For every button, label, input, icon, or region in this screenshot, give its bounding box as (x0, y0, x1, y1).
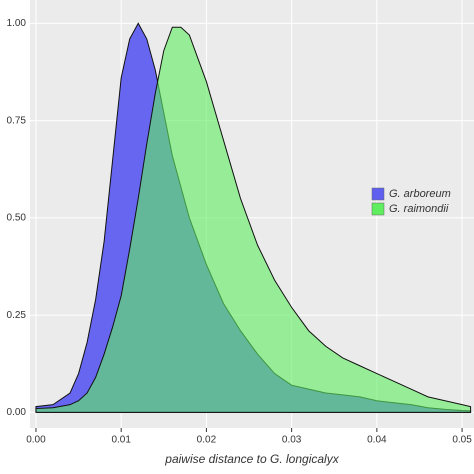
y-tick-label: 0.00 (7, 407, 27, 418)
legend-label: G. arboreum (389, 188, 451, 200)
x-tick-label: 0.03 (282, 435, 302, 446)
y-tick-label: 0.75 (7, 115, 27, 126)
y-tick-label: 0.50 (7, 213, 27, 224)
legend-label: G. raimondii (389, 203, 449, 215)
x-tick-label: 0.00 (26, 435, 46, 446)
x-tick-label: 0.02 (197, 435, 217, 446)
y-tick-label: 1.00 (7, 18, 27, 29)
legend-swatch (371, 187, 385, 201)
y-tick-label: 0.25 (7, 310, 27, 321)
legend-swatch (371, 202, 385, 216)
x-tick-label: 0.01 (111, 435, 131, 446)
x-tick-label: 0.05 (452, 435, 472, 446)
density-area (35, 26, 472, 413)
x-tick-label: 0.04 (367, 435, 387, 446)
x-axis-title: paiwise distance to G. longicalyx (164, 452, 339, 466)
